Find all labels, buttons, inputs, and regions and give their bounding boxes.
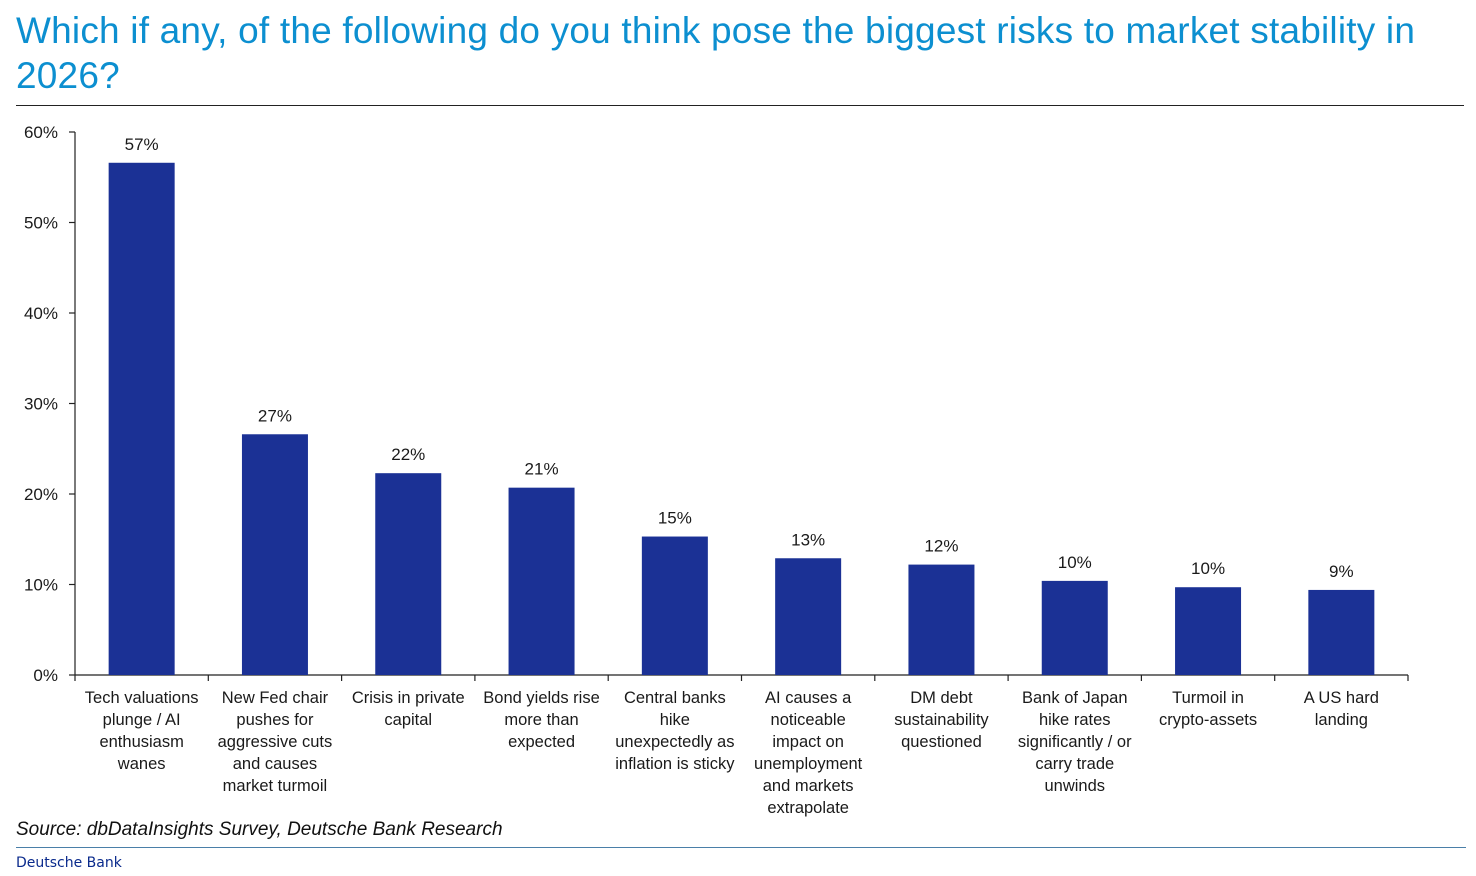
- bar: [1041, 580, 1108, 675]
- y-tick-label: 30%: [24, 395, 58, 414]
- data-label: 9%: [1329, 562, 1354, 581]
- data-label: 12%: [924, 537, 958, 556]
- data-label: 21%: [525, 460, 559, 479]
- data-label: 57%: [125, 135, 159, 154]
- bar: [375, 473, 442, 675]
- title-divider: [16, 105, 1464, 106]
- category-label: Bond yields rise more than expected: [483, 689, 599, 751]
- category-label: Bank of Japan hike rates significantly / o…: [1018, 689, 1132, 795]
- y-tick-label: 10%: [24, 576, 58, 595]
- bar: [641, 536, 708, 675]
- y-tick-label: 40%: [24, 304, 58, 323]
- category-label: A US hard landing: [1304, 689, 1379, 729]
- data-label: 10%: [1191, 559, 1225, 578]
- category-label: DM debt sustainability questioned: [894, 689, 989, 751]
- category-label: Tech valuations plunge / AI enthusiasm wane…: [85, 689, 199, 773]
- category-label: New Fed chair pushes for aggressive cuts an…: [218, 689, 333, 795]
- chart-title: Which if any, of the following do you th…: [16, 10, 1416, 96]
- y-tick-label: 20%: [24, 485, 58, 504]
- data-label: 15%: [658, 509, 692, 528]
- bar: [1175, 587, 1242, 675]
- data-label: 13%: [791, 530, 825, 549]
- category-label: Crisis in private capital: [352, 689, 465, 729]
- y-tick-label: 60%: [24, 123, 58, 142]
- category-label: AI causes a noticeable impact on unemployme…: [754, 689, 863, 817]
- data-label: 27%: [258, 406, 292, 425]
- y-tick-label: 50%: [24, 214, 58, 233]
- brand-footer: Deutsche Bank: [16, 855, 122, 871]
- bar: [241, 434, 308, 675]
- bar: [1308, 589, 1375, 675]
- footer-divider: [16, 847, 1466, 848]
- bar: [908, 564, 975, 675]
- bar: [508, 487, 575, 675]
- data-label: 10%: [1058, 553, 1092, 572]
- source-note: Source: dbDataInsights Survey, Deutsche …: [16, 819, 503, 840]
- category-label: Central banks hike unexpectedly as inflatio…: [615, 689, 735, 773]
- bar: [775, 558, 842, 675]
- bar: [108, 162, 175, 675]
- y-tick-label: 0%: [33, 666, 58, 685]
- data-label: 22%: [391, 445, 425, 464]
- category-label: Turmoil in crypto-assets: [1159, 689, 1257, 729]
